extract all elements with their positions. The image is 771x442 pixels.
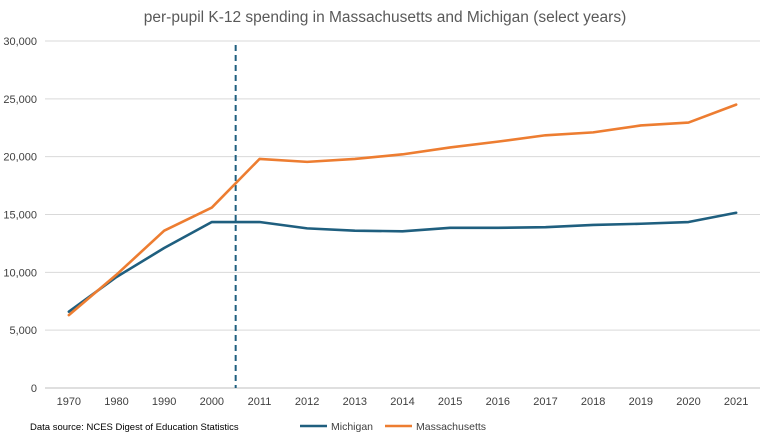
series-line-massachusetts <box>67 103 738 317</box>
x-tick-label: 2011 <box>248 396 272 408</box>
y-tick-label: 30,000 <box>3 36 37 48</box>
x-tick-label: 2000 <box>200 396 224 408</box>
series-lines <box>67 103 738 317</box>
y-tick-label: 0 <box>31 383 37 395</box>
x-axis: 1970 1980 1990 2000 2011 2012 2013 2014 2015 2016… <box>57 396 749 408</box>
source-note: Data source: NCES Digest of Education St… <box>30 422 239 433</box>
x-tick-label: 2017 <box>533 396 557 408</box>
y-tick-label: 10,000 <box>3 267 37 279</box>
x-tick-label: 2020 <box>676 396 700 408</box>
x-tick-label: 1990 <box>152 396 176 408</box>
legend-label: Michigan <box>331 421 373 433</box>
x-tick-label: 2015 <box>438 396 462 408</box>
x-tick-label: 1970 <box>57 396 81 408</box>
chart-title: per-pupil K-12 spending in Massachusetts… <box>144 9 626 26</box>
y-tick-label: 25,000 <box>3 94 37 106</box>
y-axis: 0 5,000 10,000 15,000 20,000 25,000 30,000 <box>3 36 37 395</box>
y-tick-label: 20,000 <box>3 152 37 164</box>
x-tick-label: 2021 <box>724 396 748 408</box>
series-line-michigan <box>67 211 738 313</box>
legend-label: Massachusetts <box>416 421 486 433</box>
x-tick-label: 2013 <box>343 396 367 408</box>
gridlines <box>45 40 760 389</box>
x-tick-label: 2016 <box>486 396 510 408</box>
x-tick-label: 1980 <box>104 396 128 408</box>
x-tick-label: 2012 <box>295 396 319 408</box>
legend: Michigan Massachusetts <box>300 421 486 433</box>
y-tick-label: 15,000 <box>3 210 37 222</box>
x-tick-label: 2019 <box>629 396 653 408</box>
x-tick-label: 2014 <box>390 396 414 408</box>
x-tick-label: 2018 <box>581 396 605 408</box>
y-tick-label: 5,000 <box>9 325 37 337</box>
